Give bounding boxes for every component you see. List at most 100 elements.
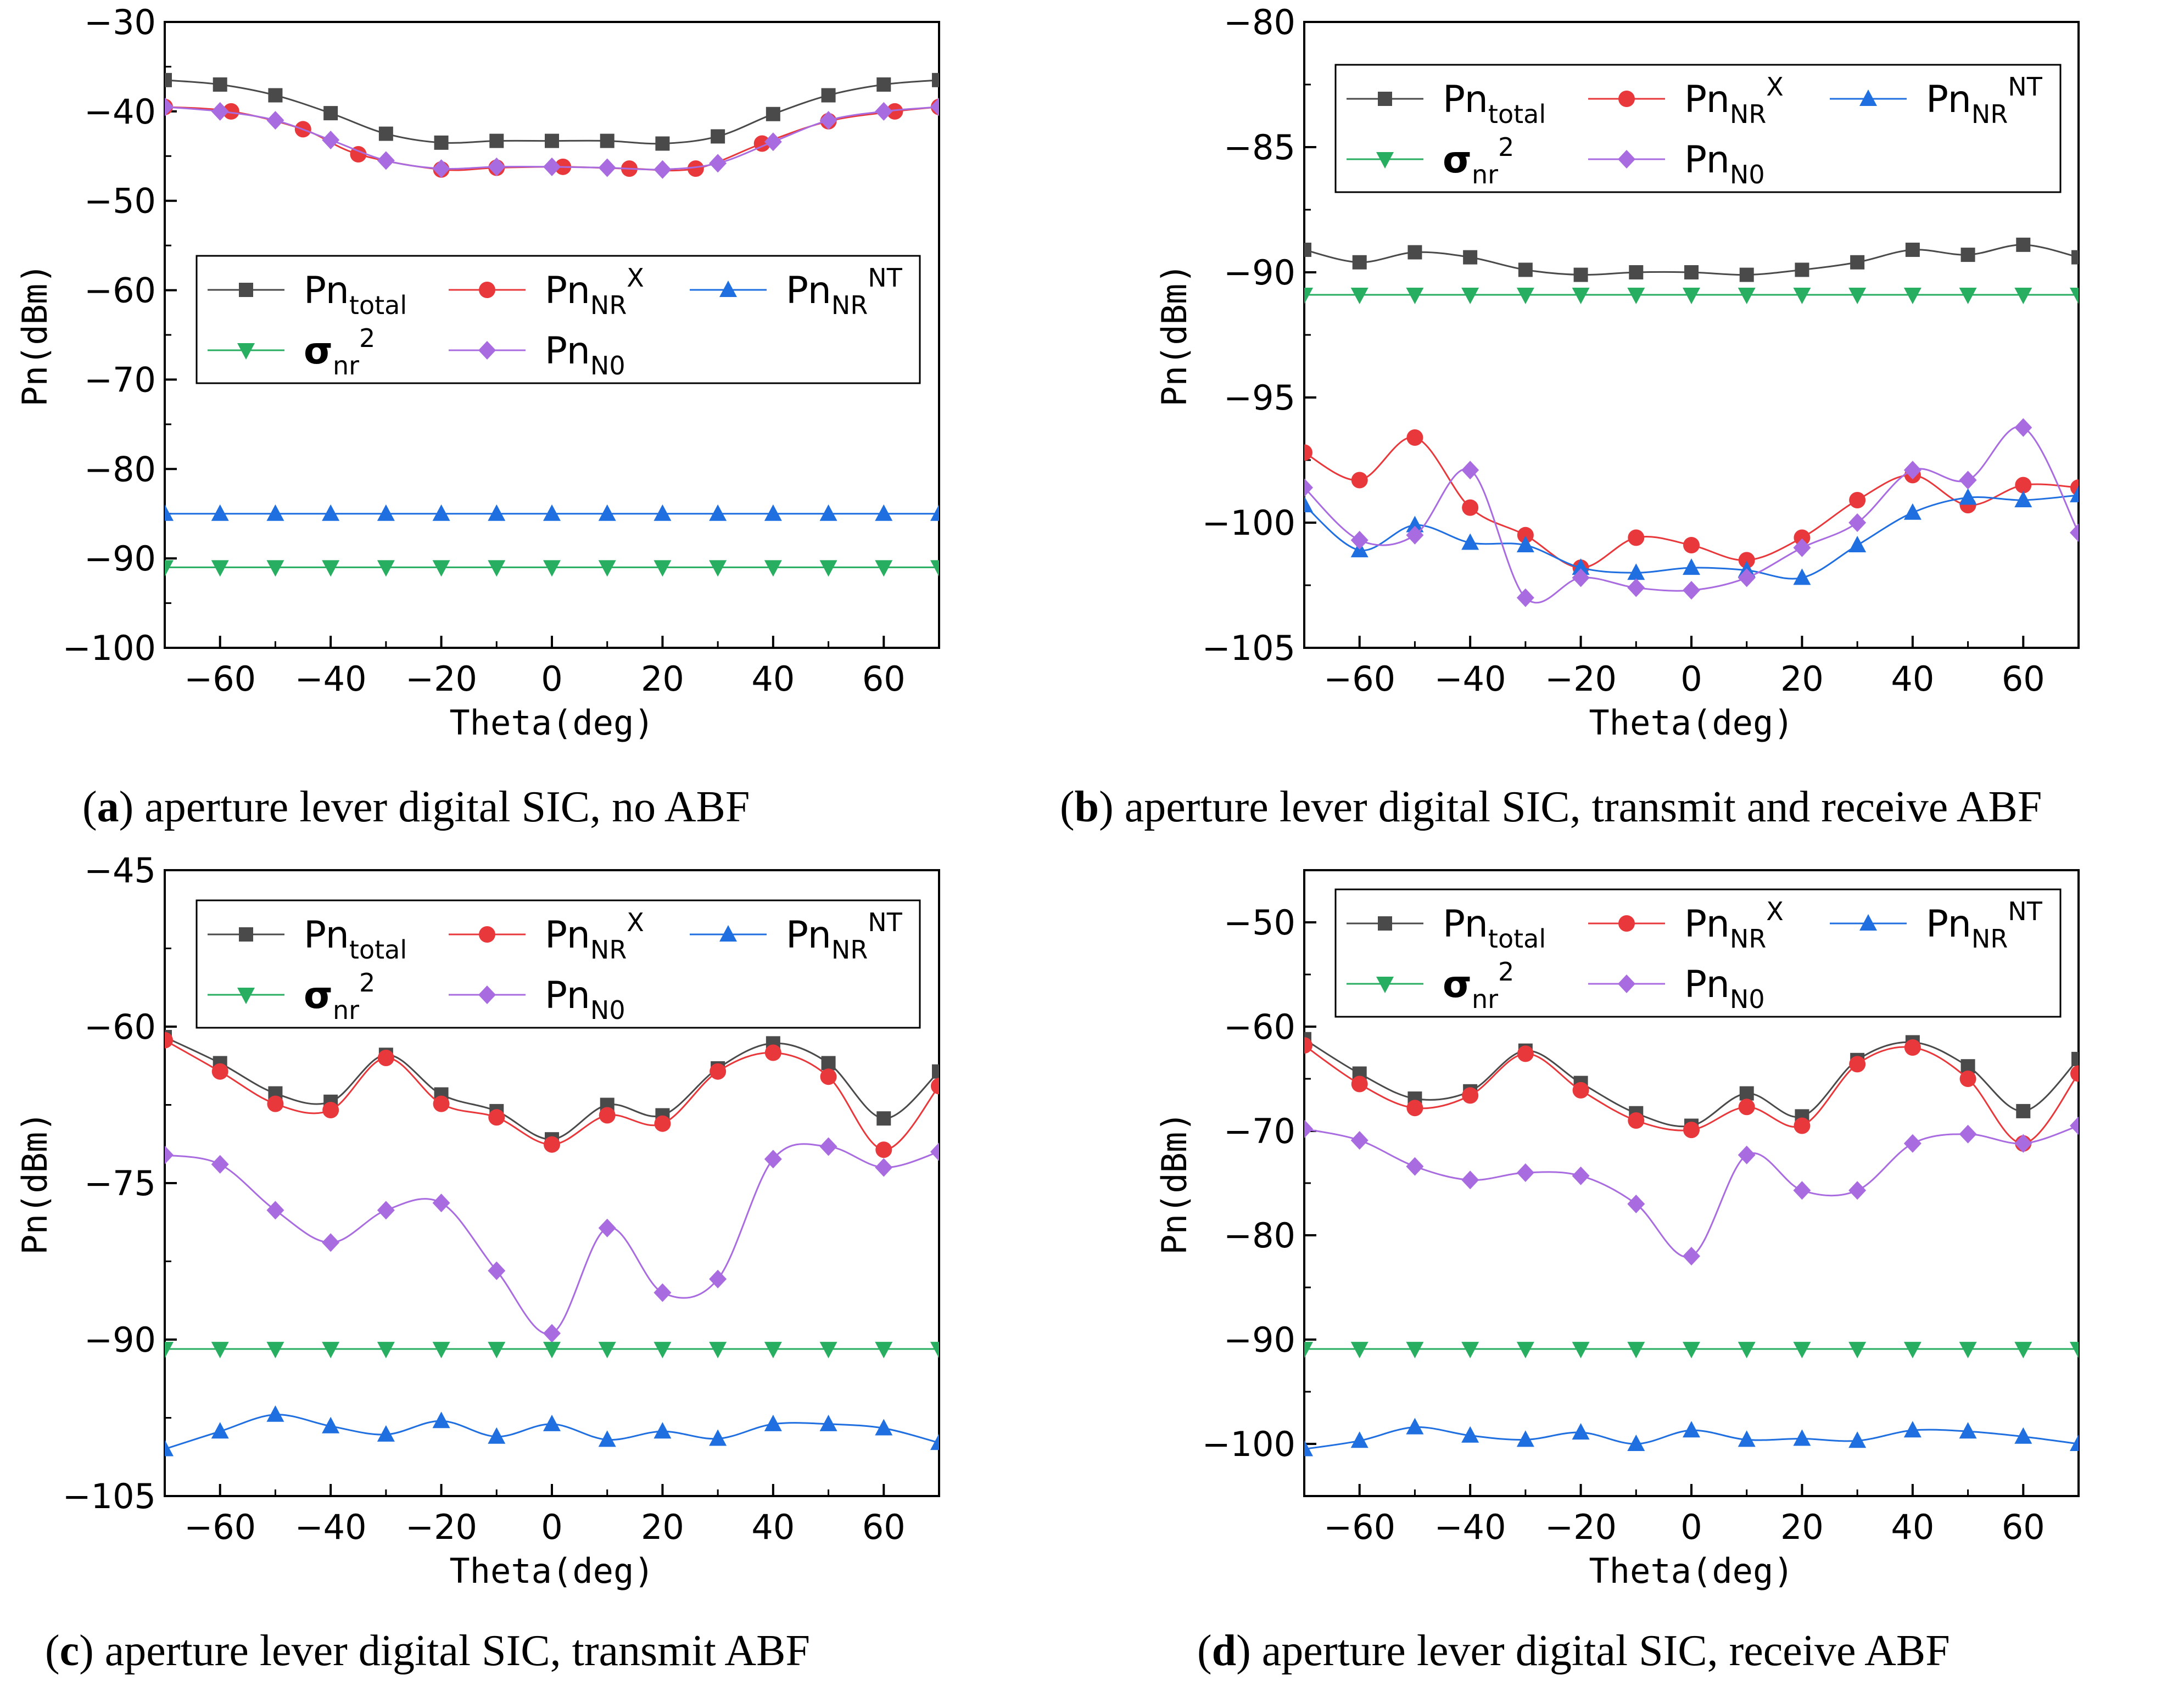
- chart-a-xtick-label: −20: [405, 659, 477, 699]
- chart-c-ytick-label: −60: [84, 1007, 156, 1047]
- chart-c-legend-nrnt-label: PnNRNT: [786, 908, 903, 965]
- chart-b-ytick-label: −90: [1224, 253, 1295, 293]
- chart-d-series-nrnt-point: [1350, 1431, 1369, 1448]
- chart-a-series-sigma-point: [875, 560, 893, 577]
- chart-d-series-n0-point: [1627, 1195, 1645, 1213]
- chart-a-series-nrnt-point: [598, 504, 616, 521]
- chart-b-series-nrnt-point: [1461, 533, 1479, 550]
- chart-b-series-sigma-point: [1406, 288, 1424, 305]
- chart-a-series-n0-point: [322, 130, 340, 149]
- chart-c-series-nrnt-point: [266, 1405, 284, 1422]
- chart-b-xtick-label: 40: [1891, 659, 1934, 699]
- chart-c-series-nrx-point: [764, 1044, 781, 1061]
- chart-c-series-nrnt-point: [165, 1439, 174, 1457]
- chart-d-ylabel: Pn(dBm): [1154, 1111, 1194, 1254]
- chart-b-series-total-point: [1573, 267, 1588, 282]
- chart-d-series-nrnt-point: [1903, 1421, 1922, 1438]
- chart-b-series-total-point: [1795, 262, 1809, 277]
- chart-b-series-nrnt-point: [1959, 488, 1977, 505]
- chart-b-series-nrx-point: [1351, 472, 1368, 489]
- chart-d-series-n0-point: [1350, 1131, 1369, 1150]
- chart-a-legend-nrx-label: PnNRX: [545, 263, 644, 320]
- chart-b-series-sigma-point: [1683, 288, 1700, 305]
- chart-a-legend-n0-marker: [478, 341, 496, 360]
- chart-d-xtick-label: −20: [1545, 1507, 1617, 1547]
- chart-b-series-total-point: [1304, 242, 1311, 257]
- chart-d-series-nrx-point: [1304, 1037, 1312, 1054]
- chart-a-series-nrnt-point: [764, 504, 782, 521]
- chart-c-series-sigma-point: [266, 1342, 284, 1359]
- chart-c-series-n0-point: [875, 1158, 893, 1177]
- chart-a-xtick-label: −60: [184, 659, 256, 699]
- chart-d-series-n0-point: [1304, 1119, 1313, 1139]
- chart-a-series-nrnt-point: [266, 504, 284, 521]
- chart-d-series-nrnt-point: [2070, 1435, 2079, 1451]
- chart-a-series-total-point: [378, 126, 393, 141]
- chart-c-ytick-label: −105: [63, 1476, 156, 1516]
- chart-b-ytick-label: −85: [1224, 127, 1295, 167]
- chart-d-series-sigma-point: [2070, 1342, 2079, 1359]
- chart-c-series-nrnt-point: [377, 1425, 395, 1442]
- chart-c-series-nrnt-point: [819, 1414, 837, 1431]
- chart-c-legend-n0-label: PnN0: [545, 974, 625, 1025]
- chart-d-plot-area: [1304, 1032, 2079, 1457]
- chart-b-series-nrx-point: [1304, 444, 1312, 461]
- chart-b-series-sigma-point: [1461, 288, 1479, 305]
- chart-c-series-n0-line: [165, 1143, 939, 1335]
- chart-b-series-total-point: [1850, 255, 1865, 270]
- chart-a-legend-sigma-label: σnr2: [304, 323, 375, 380]
- chart-a-series-nrnt-point: [875, 504, 893, 521]
- chart-b-ytick-label: −95: [1224, 378, 1295, 418]
- chart-c-series-sigma-point: [598, 1342, 616, 1359]
- chart-d-series-n0-point: [2014, 1134, 2032, 1153]
- chart-c-xtick-label: 60: [862, 1507, 906, 1547]
- chart-a-xtick-label: 0: [541, 659, 562, 699]
- chart-b-series-nrnt-point: [1627, 563, 1645, 580]
- chart-b-series-n0-point: [1903, 461, 1922, 480]
- chart-c-xtick-label: −60: [184, 1507, 256, 1547]
- chart-c-legend-total-marker: [239, 927, 253, 942]
- chart-d-legend-nrx-label: PnNRX: [1684, 897, 1784, 954]
- chart-a-legend-sigma-marker: [237, 343, 255, 360]
- chart-b-ylabel: Pn(dBm): [1154, 263, 1194, 406]
- chart-d-series-nrnt-point: [1683, 1421, 1700, 1438]
- caption-c-text: ) aperture lever digital SIC, transmit A…: [79, 1627, 811, 1675]
- chart-d-series-nrnt-point: [2014, 1427, 2032, 1444]
- chart-a-series-sigma-point: [165, 560, 174, 577]
- chart-a-ytick-label: −30: [84, 2, 156, 42]
- chart-d-series-n0-point: [1903, 1134, 1922, 1153]
- chart-b-series-total-point: [1684, 265, 1699, 279]
- chart-c-series-n0-point: [598, 1218, 616, 1237]
- chart-c-series-nrnt-point: [543, 1414, 561, 1431]
- chart-d-series-nrx-point: [1517, 1045, 1534, 1062]
- chart-d-series-n0-point: [1572, 1166, 1590, 1185]
- caption-a-letter: a: [97, 783, 119, 831]
- chart-c-series-n0-point: [709, 1269, 727, 1289]
- chart-c-series-sigma-point: [819, 1342, 837, 1359]
- chart-a-ytick-label: −80: [84, 449, 156, 489]
- chart-d-series-n0-point: [1683, 1247, 1700, 1265]
- chart-c-legend-box: [196, 899, 921, 1029]
- chart-d-series-nrx-point: [1572, 1082, 1589, 1099]
- chart-b-series-n0-point: [1683, 581, 1700, 600]
- chart-d-series-n0-point: [1461, 1170, 1479, 1190]
- chart-a-legend: Pntotal PnNRX PnNRNT σnr2 PnN0: [196, 255, 921, 384]
- chart-c-plot-area: [165, 1030, 939, 1457]
- chart-b-series-n0-point: [2014, 418, 2032, 437]
- chart-c-xtick-label: 40: [751, 1507, 795, 1547]
- chart-b-series-sigma-point: [1959, 288, 1977, 305]
- chart-d-series-nrnt-point: [1572, 1423, 1590, 1440]
- chart-b-series-nrx-point: [1738, 552, 1755, 569]
- chart-a-series-sigma-point: [211, 560, 229, 577]
- chart-c-xtick-label: 20: [641, 1507, 684, 1547]
- chart-c-series-nrnt-point: [653, 1422, 672, 1439]
- chart-b-series-total-point: [1739, 267, 1754, 282]
- chart-a-series-nrnt-point: [322, 504, 340, 521]
- chart-c-series-sigma-point: [211, 1342, 229, 1359]
- chart-b-series-sigma-point: [1627, 288, 1645, 305]
- chart-a-series-nrnt-point: [653, 504, 672, 521]
- chart-c-series-total-point: [821, 1056, 836, 1071]
- chart-b-series-total-point: [1352, 255, 1367, 270]
- chart-d: −60 −40 −20 0 20 40 60 −100 −90 −80 −70 −60 −50 Theta…: [1154, 869, 2080, 1591]
